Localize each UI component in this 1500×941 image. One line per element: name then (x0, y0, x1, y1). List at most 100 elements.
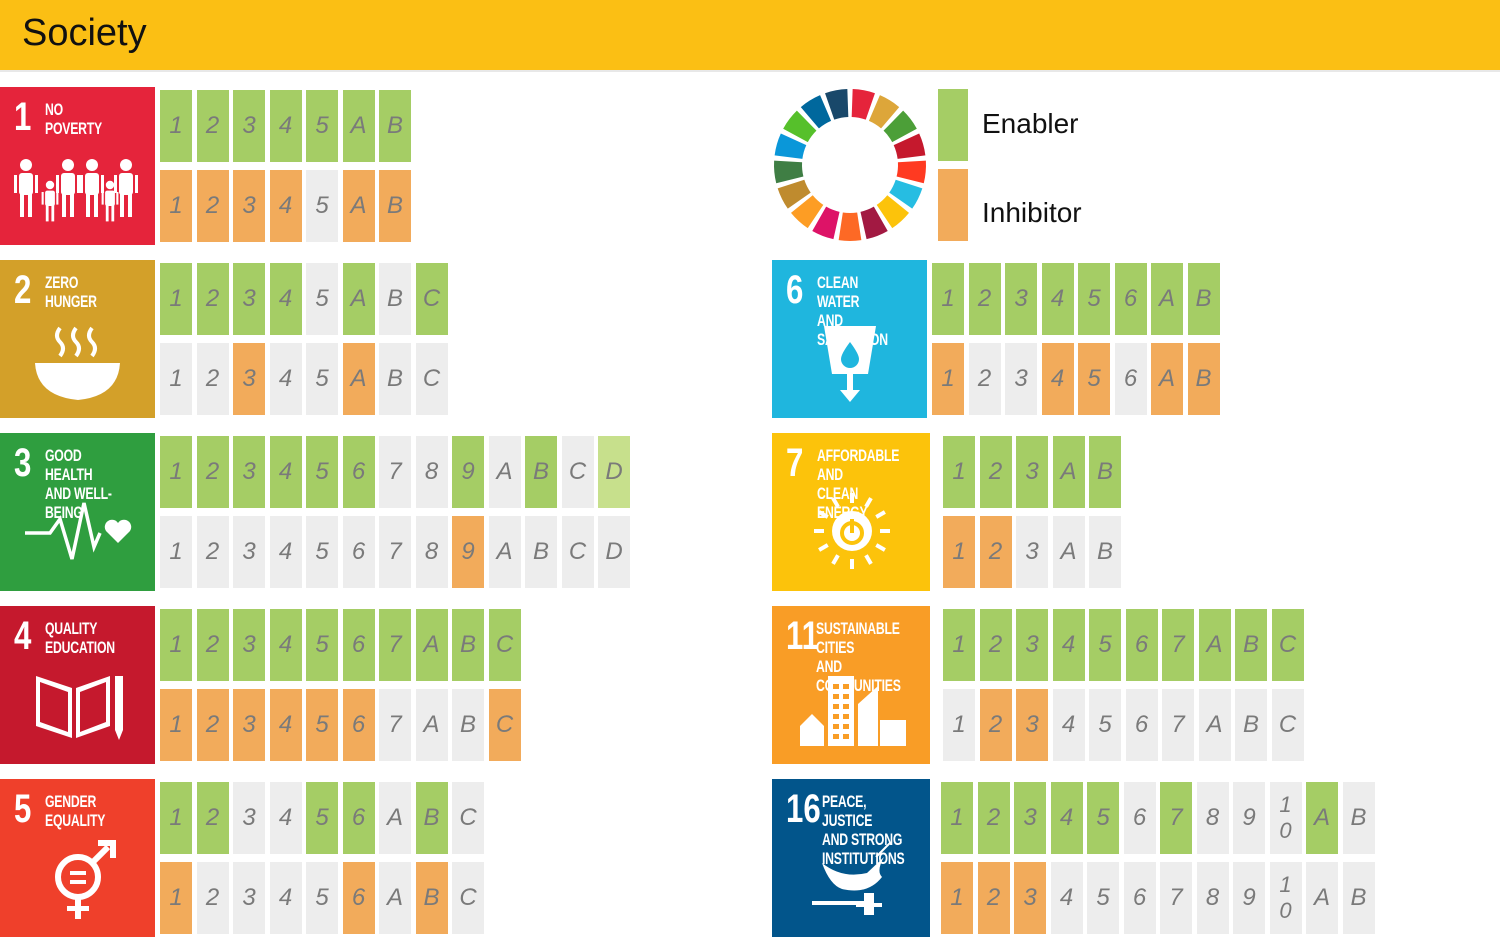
enabler-target-cell: 4 (269, 782, 302, 854)
enabler-target-cell: 7 (1160, 782, 1192, 854)
inhibitor-target-cell: 1 (160, 516, 192, 588)
inhibitor-swatch (938, 169, 968, 241)
enabler-target-cell: 2 (196, 263, 229, 335)
inhibitor-target-cell: 2 (979, 516, 1012, 588)
enabler-target-cell: 3 (233, 263, 265, 335)
enabler-target-cell: 4 (269, 263, 302, 335)
inhibitor-target-cell: D (598, 516, 630, 588)
sdg-number: 7 (786, 441, 804, 485)
sdg-tile-4: 4 QUALITY EDUCATION (0, 606, 155, 764)
inhibitor-target-cell: A (488, 516, 521, 588)
inhibitor-target-cell: 2 (979, 689, 1012, 761)
inhibitor-target-cell: 7 (1162, 689, 1194, 761)
enabler-target-cell: 5 (306, 609, 338, 681)
enabler-target-cell: 6 (342, 609, 375, 681)
inhibitor-target-cell: 6 (342, 862, 375, 934)
inhibitor-target-cell: B (415, 862, 448, 934)
inhibitor-target-cell: B (1089, 516, 1121, 588)
enabler-target-cell: 6 (342, 436, 375, 508)
enabler-target-cell: 6 (1123, 782, 1156, 854)
enabler-target-cell: 1 (943, 609, 975, 681)
inhibitor-target-cell: 5 (306, 516, 338, 588)
enabler-target-cell: B (1089, 436, 1121, 508)
enabler-target-cell: C (452, 782, 484, 854)
inhibitor-target-cell: B (379, 170, 411, 242)
wheel-segment (896, 160, 926, 184)
inhibitor-target-cell: 3 (233, 689, 265, 761)
inhibitor-target-cell: 3 (1016, 516, 1048, 588)
sdg-label: GENDER EQUALITY (45, 792, 106, 830)
inhibitor-target-cell: 1 (932, 343, 964, 415)
inhibitor-target-cell: A (379, 862, 411, 934)
sdg-label: GOOD HEALTH AND WELL-BEING (45, 446, 112, 522)
enabler-target-cell: 6 (1114, 263, 1147, 335)
enabler-target-cell: 3 (1016, 609, 1048, 681)
enabler-target-cell: A (488, 436, 521, 508)
inhibitor-target-cell: 6 (1123, 862, 1156, 934)
inhibitor-target-cell: B (1342, 862, 1375, 934)
inhibitor-target-cell: 6 (342, 516, 375, 588)
book-icon (36, 676, 123, 740)
enabler-target-cell: 1 (160, 263, 192, 335)
inhibitor-target-cell: 4 (269, 343, 302, 415)
sdg-label: QUALITY EDUCATION (45, 619, 115, 657)
inhibitor-target-cell: 1 (160, 170, 192, 242)
enabler-target-cell: 2 (968, 263, 1001, 335)
enabler-target-cell: 3 (1016, 436, 1048, 508)
sdg-label: PEACE, JUSTICE AND STRONG INSTITUTIONS (822, 792, 905, 868)
enabler-target-cell: A (1151, 263, 1183, 335)
inhibitor-target-cell: 7 (379, 516, 411, 588)
inhibitor-target-cell: 6 (1114, 343, 1147, 415)
enabler-target-cell: 3 (233, 609, 265, 681)
enabler-target-cell: 8 (1196, 782, 1229, 854)
inhibitor-target-cell: C (1271, 689, 1304, 761)
sdg-label: AFFORDABLE AND CLEAN ENERGY (817, 446, 900, 522)
dove-gavel-icon (812, 842, 891, 915)
enabler-target-cell: B (379, 263, 411, 335)
enabler-target-cell: 9 (452, 436, 484, 508)
inhibitor-target-cell: 2 (196, 689, 229, 761)
sdg-tile-5: 5 GENDER EQUALITY (0, 779, 155, 937)
inhibitor-target-cell: 3 (233, 343, 265, 415)
inhibitor-target-cell: 6 (1125, 689, 1158, 761)
inhibitor-target-cell: C (415, 343, 448, 415)
wheel-segment (800, 95, 832, 129)
inhibitor-target-cell: B (1235, 689, 1267, 761)
enabler-target-cell: B (1342, 782, 1375, 854)
sdg-number: 2 (14, 268, 32, 312)
sdg-tile-1: 1 NO POVERTY (0, 87, 155, 245)
sdg-number: 16 (786, 787, 821, 831)
enabler-target-cell: 3 (233, 782, 265, 854)
enabler-target-cell: C (1271, 609, 1304, 681)
enabler-target-cell: 1 (160, 436, 192, 508)
wheel-segment (774, 160, 804, 184)
sdg-tile-16: 16 PEACE, JUSTICE AND STRONG INSTITUTIONS (772, 779, 930, 937)
enabler-target-cell: 2 (196, 90, 229, 162)
enabler-target-cell: 8 (415, 436, 448, 508)
inhibitor-target-cell: 1 (160, 862, 192, 934)
enabler-target-cell: A (1306, 782, 1338, 854)
inhibitor-target-cell: 5 (306, 170, 338, 242)
enabler-target-cell: 1 (160, 609, 192, 681)
wheel-segment (851, 89, 875, 120)
enabler-target-cell: A (342, 263, 375, 335)
enabler-target-cell: A (379, 782, 411, 854)
inhibitor-target-cell: A (342, 170, 375, 242)
gender-icon (55, 840, 116, 919)
inhibitor-target-cell: 9 (452, 516, 484, 588)
sdg-tile-3: 3 GOOD HEALTH AND WELL-BEING (0, 433, 155, 591)
inhibitor-target-cell: B (1187, 343, 1220, 415)
inhibitor-target-cell: 3 (1005, 343, 1037, 415)
inhibitor-target-cell: 1 (943, 689, 975, 761)
sdg-tile-7: 7 AFFORDABLE AND CLEAN ENERGY (772, 433, 930, 591)
sdg-tile-11: 11 SUSTAINABLE CITIES AND COMMUNITIES (772, 606, 930, 764)
bowl-icon (35, 326, 120, 400)
enabler-target-cell: C (561, 436, 594, 508)
inhibitor-target-cell: B (452, 689, 484, 761)
enabler-target-cell: 4 (1052, 609, 1085, 681)
inhibitor-target-cell: 4 (269, 516, 302, 588)
enabler-target-cell: 2 (977, 782, 1010, 854)
inhibitor-target-cell: 2 (196, 516, 229, 588)
wheel-segment (777, 179, 811, 209)
